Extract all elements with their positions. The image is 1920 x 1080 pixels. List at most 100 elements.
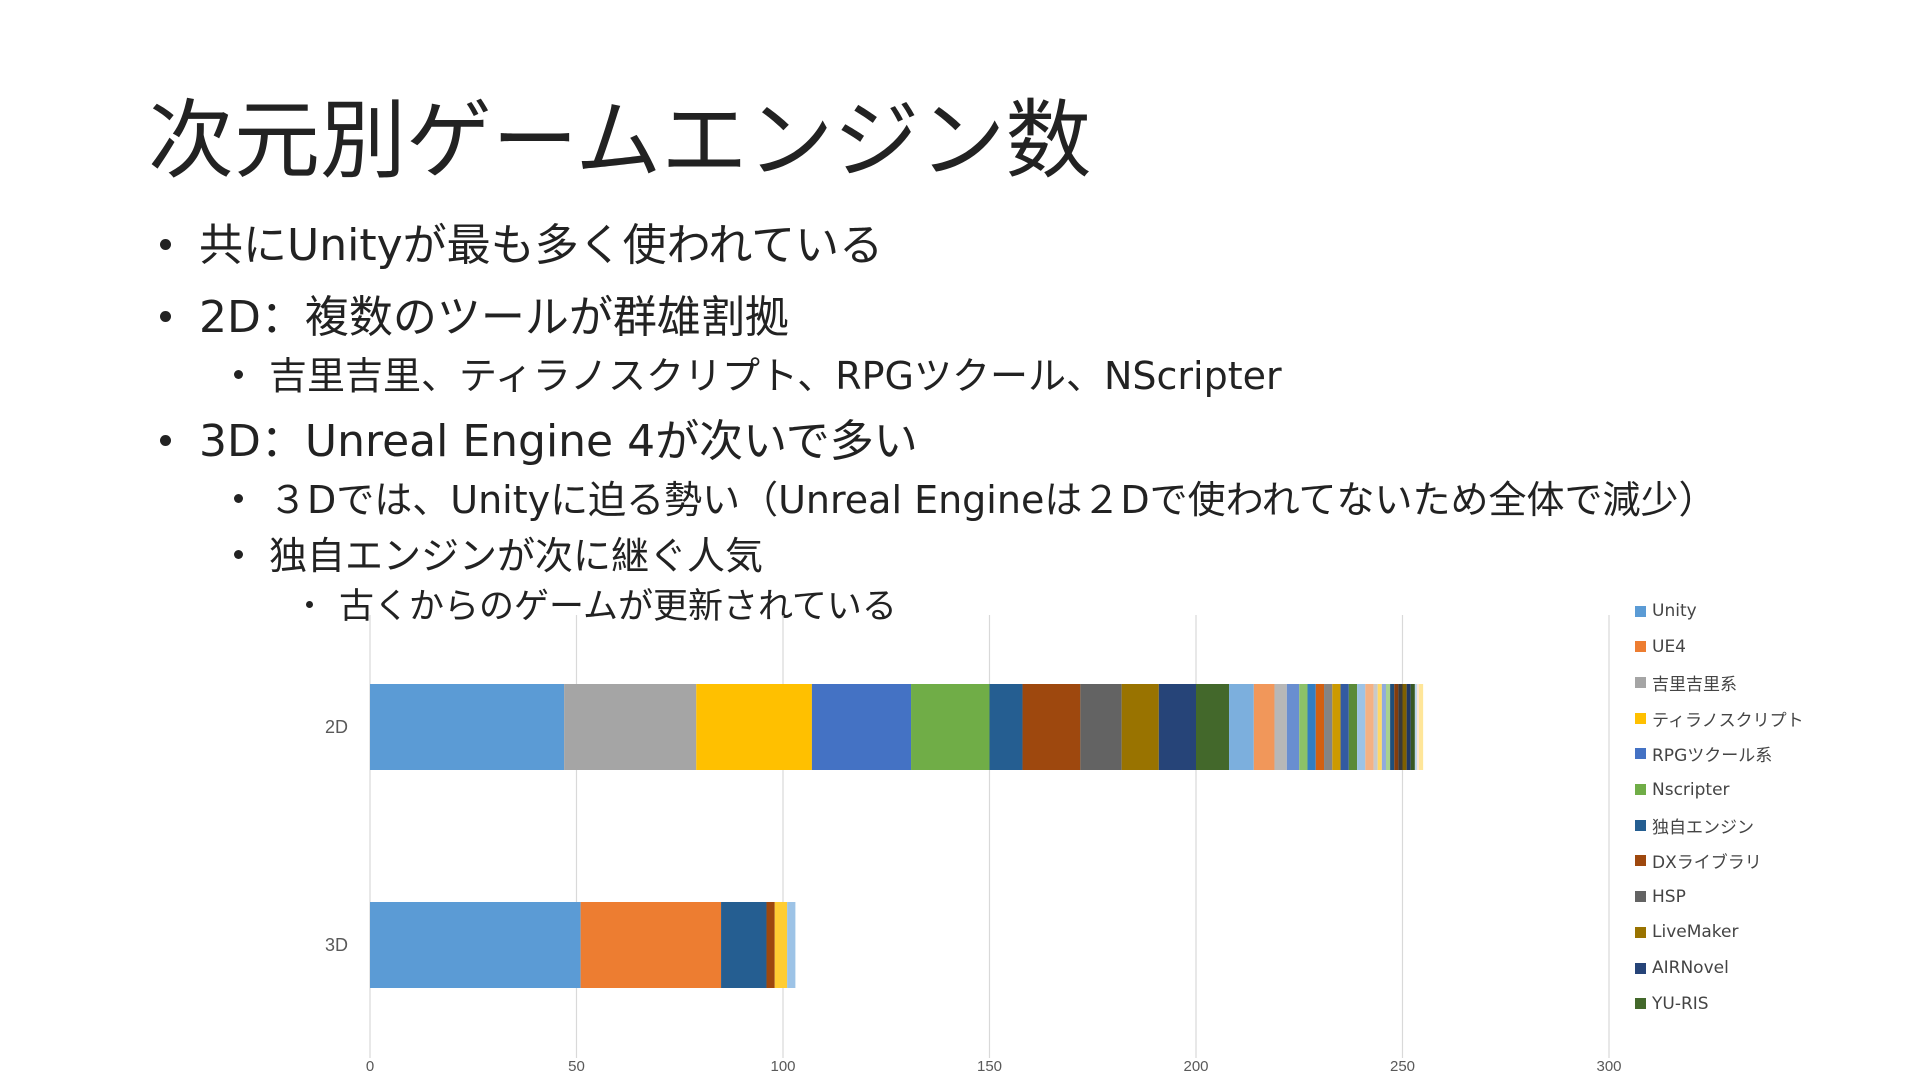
- legend-item: YU-RIS: [1635, 993, 1709, 1015]
- legend-label: HSP: [1652, 886, 1686, 907]
- bullet-item: 3D：Unreal Engine 4が次いで多い: [160, 420, 918, 464]
- bar-segment: [1419, 684, 1424, 770]
- bullet-dot-icon: [160, 434, 171, 446]
- legend-label: 独自エンジン: [1652, 817, 1754, 838]
- bar-segment: [1398, 684, 1403, 770]
- legend-item: ティラノスクリプト: [1635, 707, 1804, 731]
- legend-item: UE4: [1635, 636, 1686, 658]
- bar-segment: [1406, 684, 1411, 770]
- legend-label: 吉里吉里系: [1652, 674, 1737, 695]
- bar-segment: [1394, 684, 1399, 770]
- bar-segment: [1307, 684, 1316, 770]
- legend-item: RPGツクール系: [1635, 743, 1773, 767]
- legend-label: YU-RIS: [1652, 993, 1709, 1014]
- bar-segment: [1365, 684, 1374, 770]
- bar-segment: [787, 902, 796, 988]
- bullet-dot-icon: [234, 494, 243, 503]
- legend-item: 独自エンジン: [1635, 814, 1754, 838]
- legend-label: ティラノスクリプト: [1652, 710, 1804, 731]
- bar-segment: [1414, 684, 1417, 770]
- legend-swatch: [1635, 605, 1646, 617]
- bar-segment: [370, 902, 581, 988]
- bar-segment: [1381, 684, 1386, 770]
- legend-swatch: [1635, 855, 1646, 867]
- legend-swatch: [1635, 676, 1646, 688]
- bar-segment: [1080, 684, 1122, 770]
- bar-segment: [1253, 684, 1275, 770]
- bar-segment: [1332, 684, 1341, 770]
- bar-segment: [1385, 684, 1391, 770]
- x-tick-label: 150: [977, 1058, 1002, 1075]
- legend-label: Unity: [1652, 601, 1697, 621]
- bar-segment: [1158, 684, 1196, 770]
- bullet-dot-icon: [234, 550, 243, 559]
- bar-segment: [1348, 684, 1358, 770]
- legend-item: LiveMaker: [1635, 921, 1739, 943]
- bar-segment: [1196, 684, 1230, 770]
- bar-segment: [774, 902, 788, 988]
- bullet-dot-icon: [234, 370, 243, 379]
- bullet-text: 古くからのゲームが更新されている: [339, 587, 897, 627]
- bullet-item: 古くからのゲームが更新されている: [306, 590, 897, 625]
- bullet-dot-icon: [306, 600, 313, 608]
- legend-label: DXライブラリ: [1652, 853, 1762, 874]
- bar-segment: [1410, 684, 1415, 770]
- legend-label: UE4: [1652, 636, 1686, 657]
- x-tick-label: 0: [366, 1058, 374, 1075]
- legend-item: HSP: [1635, 886, 1686, 908]
- bar-segment: [911, 684, 990, 770]
- bullet-item: 2D：複数のツールが群雄割拠: [160, 296, 789, 340]
- legend-item: 吉里吉里系: [1635, 671, 1737, 695]
- x-tick-label: 50: [568, 1058, 585, 1075]
- bullet-text: 3D：Unreal Engine 4が次いで多い: [199, 416, 918, 467]
- bar-segment: [1022, 684, 1081, 770]
- bar-segment: [1402, 684, 1407, 770]
- bar-segment: [580, 902, 722, 988]
- bullet-text: ３Dでは、Unityに迫る勢い（Unreal Engineは２Dで使われてないた…: [269, 478, 1717, 522]
- bar-segment: [1373, 684, 1378, 770]
- bar-segment: [766, 902, 775, 988]
- bar-segment: [1121, 684, 1159, 770]
- x-tick-label: 200: [1183, 1058, 1208, 1075]
- bullet-item: 共にUnityが最も多く使われている: [160, 224, 883, 268]
- legend-item: DXライブラリ: [1635, 850, 1762, 874]
- legend-label: RPGツクール系: [1652, 746, 1773, 767]
- bullet-item: 吉里吉里、ティラノスクリプト、RPGツクール、NScripter: [234, 357, 1282, 395]
- bar-segment: [1324, 684, 1333, 770]
- bar-segment: [1340, 684, 1349, 770]
- legend-swatch: [1635, 998, 1646, 1010]
- x-tick-label: 250: [1390, 1058, 1415, 1075]
- bar-segment: [1377, 684, 1382, 770]
- bullet-text: 2D：複数のツールが群雄割拠: [199, 292, 789, 343]
- bar-segment: [1229, 684, 1254, 770]
- legend-label: AIRNovel: [1652, 958, 1729, 978]
- legend-swatch: [1635, 926, 1646, 938]
- legend-label: LiveMaker: [1652, 922, 1739, 943]
- legend-swatch: [1635, 891, 1646, 903]
- bar-segment: [370, 684, 565, 770]
- legend-swatch: [1635, 962, 1646, 974]
- x-tick-label: 100: [770, 1058, 795, 1075]
- slide-title: 次元別ゲームエンジン数: [148, 91, 1092, 191]
- legend-swatch: [1635, 784, 1646, 795]
- bar-segment: [1315, 684, 1325, 770]
- bullet-text: 吉里吉里、ティラノスクリプト、RPGツクール、NScripter: [269, 354, 1282, 398]
- bar-segment: [1390, 684, 1395, 770]
- legend-item: Nscripter: [1635, 779, 1730, 801]
- bar-segment: [1299, 684, 1308, 770]
- x-tick-label: 300: [1596, 1058, 1621, 1075]
- bullet-dot-icon: [160, 310, 171, 322]
- bar-segment: [696, 684, 812, 770]
- bullet-text: 共にUnityが最も多く使われている: [199, 220, 884, 271]
- bullet-text: 独自エンジンが次に継ぐ人気: [269, 534, 764, 578]
- bar-segment: [1274, 684, 1287, 770]
- bullet-dot-icon: [160, 238, 171, 250]
- bar-segment: [811, 684, 912, 770]
- legend-item: AIRNovel: [1635, 957, 1729, 979]
- bar-segment: [721, 902, 767, 988]
- bar-segment: [1357, 684, 1366, 770]
- bar-segment: [1286, 684, 1300, 770]
- bar-segment: [989, 684, 1023, 770]
- legend-item: Unity: [1635, 600, 1697, 622]
